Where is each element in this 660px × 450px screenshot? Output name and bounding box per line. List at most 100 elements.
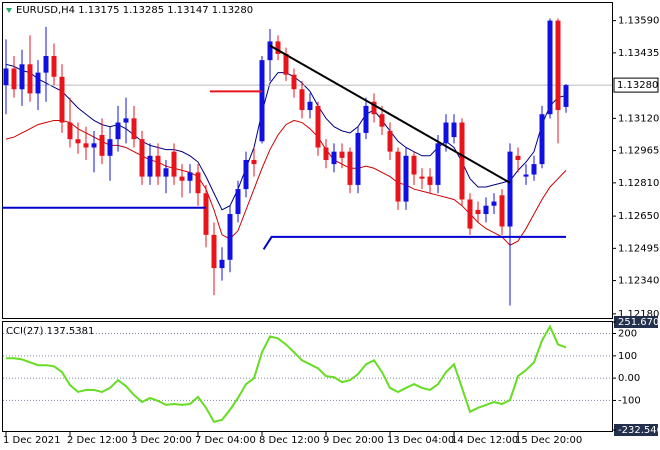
candle-body xyxy=(315,105,321,148)
price-tag xyxy=(613,77,659,93)
candle-body xyxy=(43,55,49,73)
candle-body xyxy=(251,159,257,165)
candle-body xyxy=(563,85,569,107)
candle-body xyxy=(243,159,249,190)
candle-body xyxy=(107,139,113,156)
candle-body xyxy=(123,118,129,123)
y-tick-label: -232.546 xyxy=(618,425,660,436)
candle-body xyxy=(523,174,529,177)
candle-body xyxy=(195,172,201,194)
candle-body xyxy=(467,199,473,229)
candle-body xyxy=(323,147,329,160)
candle-body xyxy=(555,20,561,111)
y-tick-box xyxy=(614,424,658,436)
candle-body xyxy=(403,155,409,202)
symbol-icon xyxy=(6,8,12,13)
candle-body xyxy=(411,155,417,175)
indicator-line xyxy=(6,324,567,424)
candle-body xyxy=(227,214,233,260)
candle-body xyxy=(147,155,153,177)
candle-body xyxy=(347,151,353,185)
candle-body xyxy=(299,89,305,111)
candle-body xyxy=(91,143,97,148)
x-tick-label: 15 Dec 20:00 xyxy=(515,435,582,446)
drawn-line xyxy=(262,235,566,250)
candle-body xyxy=(51,55,57,77)
candle-body xyxy=(363,105,369,133)
x-tick-label: 14 Dec 12:00 xyxy=(451,435,518,446)
y-tick-label: 100 xyxy=(618,351,637,362)
x-tick-label: 9 Dec 20:00 xyxy=(323,435,384,446)
y-tick-label: -100 xyxy=(618,395,641,406)
y-tick-label: 0.00 xyxy=(618,373,640,384)
candle-body xyxy=(443,122,449,144)
candle-body xyxy=(139,139,145,177)
candle-body xyxy=(27,64,33,94)
candle-body xyxy=(451,122,457,138)
candle-body xyxy=(235,189,241,215)
indicator-title: CCI(27) 137.5381 xyxy=(6,326,94,337)
y-tick-label: 200 xyxy=(618,329,637,340)
price-tag-label: 1.13280 xyxy=(617,80,658,91)
candle-body xyxy=(3,68,9,86)
candle-body xyxy=(203,193,209,235)
y-tick-label: 1.13435 xyxy=(618,48,659,59)
candle-body xyxy=(171,151,177,177)
candle-body xyxy=(507,151,513,227)
candle-body xyxy=(387,130,393,152)
y-tick-label: 1.12180 xyxy=(618,309,659,320)
candle-body xyxy=(491,201,497,206)
candle-body xyxy=(115,122,121,140)
x-tick-label: 7 Dec 04:00 xyxy=(195,435,256,446)
candle-body xyxy=(11,68,17,90)
y-tick-label: 1.13120 xyxy=(618,113,659,124)
candle-body xyxy=(179,176,185,181)
candle-body xyxy=(187,172,193,181)
candle-body xyxy=(475,209,481,215)
candle-body xyxy=(35,72,41,94)
candle-body xyxy=(99,135,105,156)
candle-body xyxy=(19,64,25,90)
candle-body xyxy=(419,176,425,179)
candle-body xyxy=(283,53,289,75)
x-tick-label: 8 Dec 12:00 xyxy=(259,435,320,446)
candle-body xyxy=(515,155,521,160)
candle-body xyxy=(499,195,505,227)
drawn-line xyxy=(269,44,511,184)
y-tick-label: 1.12495 xyxy=(618,243,659,254)
candle-body xyxy=(155,155,161,177)
candle-body xyxy=(267,41,273,61)
main-frame xyxy=(2,2,613,319)
y-tick-label: 1.12965 xyxy=(618,146,659,157)
candle-body xyxy=(67,122,73,140)
candle-body xyxy=(539,114,545,165)
candle-body xyxy=(427,176,433,185)
candle-body xyxy=(59,76,65,123)
x-tick-label: 13 Dec 04:00 xyxy=(387,435,454,446)
y-tick-label: 1.13590 xyxy=(618,16,659,27)
candle-body xyxy=(163,168,169,177)
y-tick-box xyxy=(614,316,658,328)
y-tick-label: 1.12340 xyxy=(618,276,659,287)
candle-body xyxy=(435,143,441,185)
candle-body xyxy=(483,205,489,215)
candle-body xyxy=(131,118,137,140)
candle-body xyxy=(379,114,385,127)
x-tick-label: 2 Dec 12:00 xyxy=(67,435,128,446)
candle-body xyxy=(459,122,465,200)
candle-body xyxy=(211,234,217,269)
candle-body xyxy=(275,41,281,54)
y-tick-label: 251.6703 xyxy=(618,317,660,328)
ma-line xyxy=(5,119,567,246)
candle-body xyxy=(531,164,537,175)
y-tick-label: 1.12650 xyxy=(618,211,659,222)
candle-body xyxy=(259,60,265,142)
candle-body xyxy=(307,101,313,111)
candle-body xyxy=(331,151,337,165)
candle-body xyxy=(291,74,297,90)
candle-body xyxy=(75,139,81,144)
candle-body xyxy=(83,143,89,148)
candle-body xyxy=(395,151,401,202)
